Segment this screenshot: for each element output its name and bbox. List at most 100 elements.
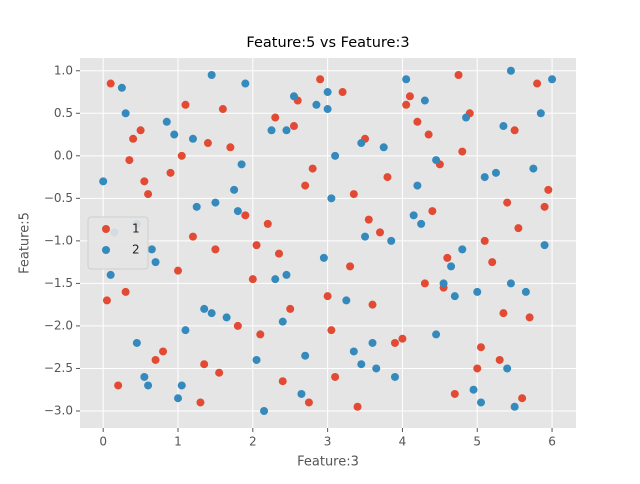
legend-marker — [102, 246, 110, 254]
scatter-point — [420, 96, 429, 105]
scatter-point — [432, 156, 441, 165]
scatter-point — [510, 126, 519, 135]
scatter-point — [301, 351, 310, 360]
scatter-point — [319, 253, 328, 262]
scatter-point — [499, 309, 508, 318]
scatter-point — [462, 113, 471, 122]
scatter-point — [368, 338, 377, 347]
scatter-point — [424, 130, 433, 139]
chart-title: Feature:5 vs Feature:3 — [246, 35, 409, 51]
scatter-point — [316, 75, 325, 84]
y-tick-label: 0.0 — [54, 148, 73, 162]
scatter-point — [267, 126, 276, 135]
scatter-point — [402, 100, 411, 109]
scatter-point — [121, 109, 130, 118]
scatter-point — [514, 224, 523, 233]
scatter-point — [144, 190, 153, 199]
scatter-point — [409, 211, 418, 220]
y-tick-label: −2.0 — [44, 318, 73, 332]
scatter-point — [548, 75, 557, 84]
scatter-point — [529, 164, 538, 173]
scatter-point — [450, 389, 459, 398]
scatter-point — [346, 262, 355, 271]
scatter-point — [518, 394, 527, 403]
scatter-point — [327, 194, 336, 203]
scatter-point — [491, 168, 500, 177]
y-tick-label: −0.5 — [44, 191, 73, 205]
scatter-point — [151, 355, 160, 364]
scatter-point — [211, 245, 220, 254]
scatter-point — [237, 160, 246, 169]
scatter-point — [413, 181, 422, 190]
scatter-point — [506, 279, 515, 288]
scatter-point — [476, 398, 485, 407]
y-tick-label: 0.5 — [54, 106, 73, 120]
scatter-point — [125, 156, 134, 165]
scatter-point — [413, 117, 422, 126]
scatter-point — [274, 249, 283, 258]
scatter-point — [331, 372, 340, 381]
scatter-point — [289, 122, 298, 131]
x-tick-label: 0 — [99, 435, 107, 449]
scatter-point — [170, 130, 179, 139]
scatter-point — [379, 143, 388, 152]
scatter-point — [252, 355, 261, 364]
scatter-point — [510, 402, 519, 411]
scatter-point — [188, 232, 197, 241]
y-tick-label: −1.0 — [44, 233, 73, 247]
scatter-point — [278, 377, 287, 386]
scatter-point — [521, 287, 530, 296]
scatter-point — [469, 385, 478, 394]
scatter-point — [506, 66, 515, 75]
scatter-point — [390, 338, 399, 347]
scatter-point — [450, 292, 459, 301]
scatter-point — [540, 241, 549, 250]
y-tick-label: −3.0 — [44, 403, 73, 417]
scatter-point — [192, 202, 201, 211]
scatter-point — [140, 372, 149, 381]
scatter-point — [252, 241, 261, 250]
scatter-point — [375, 228, 384, 237]
scatter-point — [458, 245, 467, 254]
scatter-point — [207, 71, 216, 80]
scatter-point — [282, 270, 291, 279]
scatter-point — [114, 381, 123, 390]
scatter-point — [353, 402, 362, 411]
scatter-point — [117, 83, 126, 92]
scatter-point — [177, 151, 186, 160]
scatter-point — [271, 275, 280, 284]
scatter-point — [159, 347, 168, 356]
legend-label: 2 — [132, 243, 140, 257]
scatter-point — [544, 185, 553, 194]
x-tick-label: 1 — [174, 435, 182, 449]
scatter-point — [181, 326, 190, 335]
scatter-point — [383, 173, 392, 182]
scatter-point — [368, 300, 377, 309]
scatter-point — [473, 364, 482, 373]
scatter-point — [536, 109, 545, 118]
scatter-point — [121, 287, 130, 296]
scatter-point — [166, 168, 175, 177]
x-tick-label: 6 — [548, 435, 556, 449]
scatter-point — [106, 79, 115, 88]
scatter-point — [162, 117, 171, 126]
scatter-point — [533, 79, 542, 88]
scatter-point — [312, 100, 321, 109]
scatter-point — [387, 236, 396, 245]
scatter-point — [99, 177, 108, 186]
scatter-point — [248, 275, 257, 284]
scatter-point — [136, 126, 145, 135]
scatter-point — [140, 177, 149, 186]
scatter-point — [331, 151, 340, 160]
scatter-point — [263, 219, 272, 228]
scatter-point — [106, 270, 115, 279]
scatter-point — [327, 326, 336, 335]
y-tick-label: 1.0 — [54, 63, 73, 77]
scatter-point — [308, 164, 317, 173]
scatter-point — [304, 398, 313, 407]
scatter-point — [211, 198, 220, 207]
scatter-point — [443, 253, 452, 262]
scatter-point — [260, 406, 269, 415]
scatter-point — [323, 292, 332, 301]
